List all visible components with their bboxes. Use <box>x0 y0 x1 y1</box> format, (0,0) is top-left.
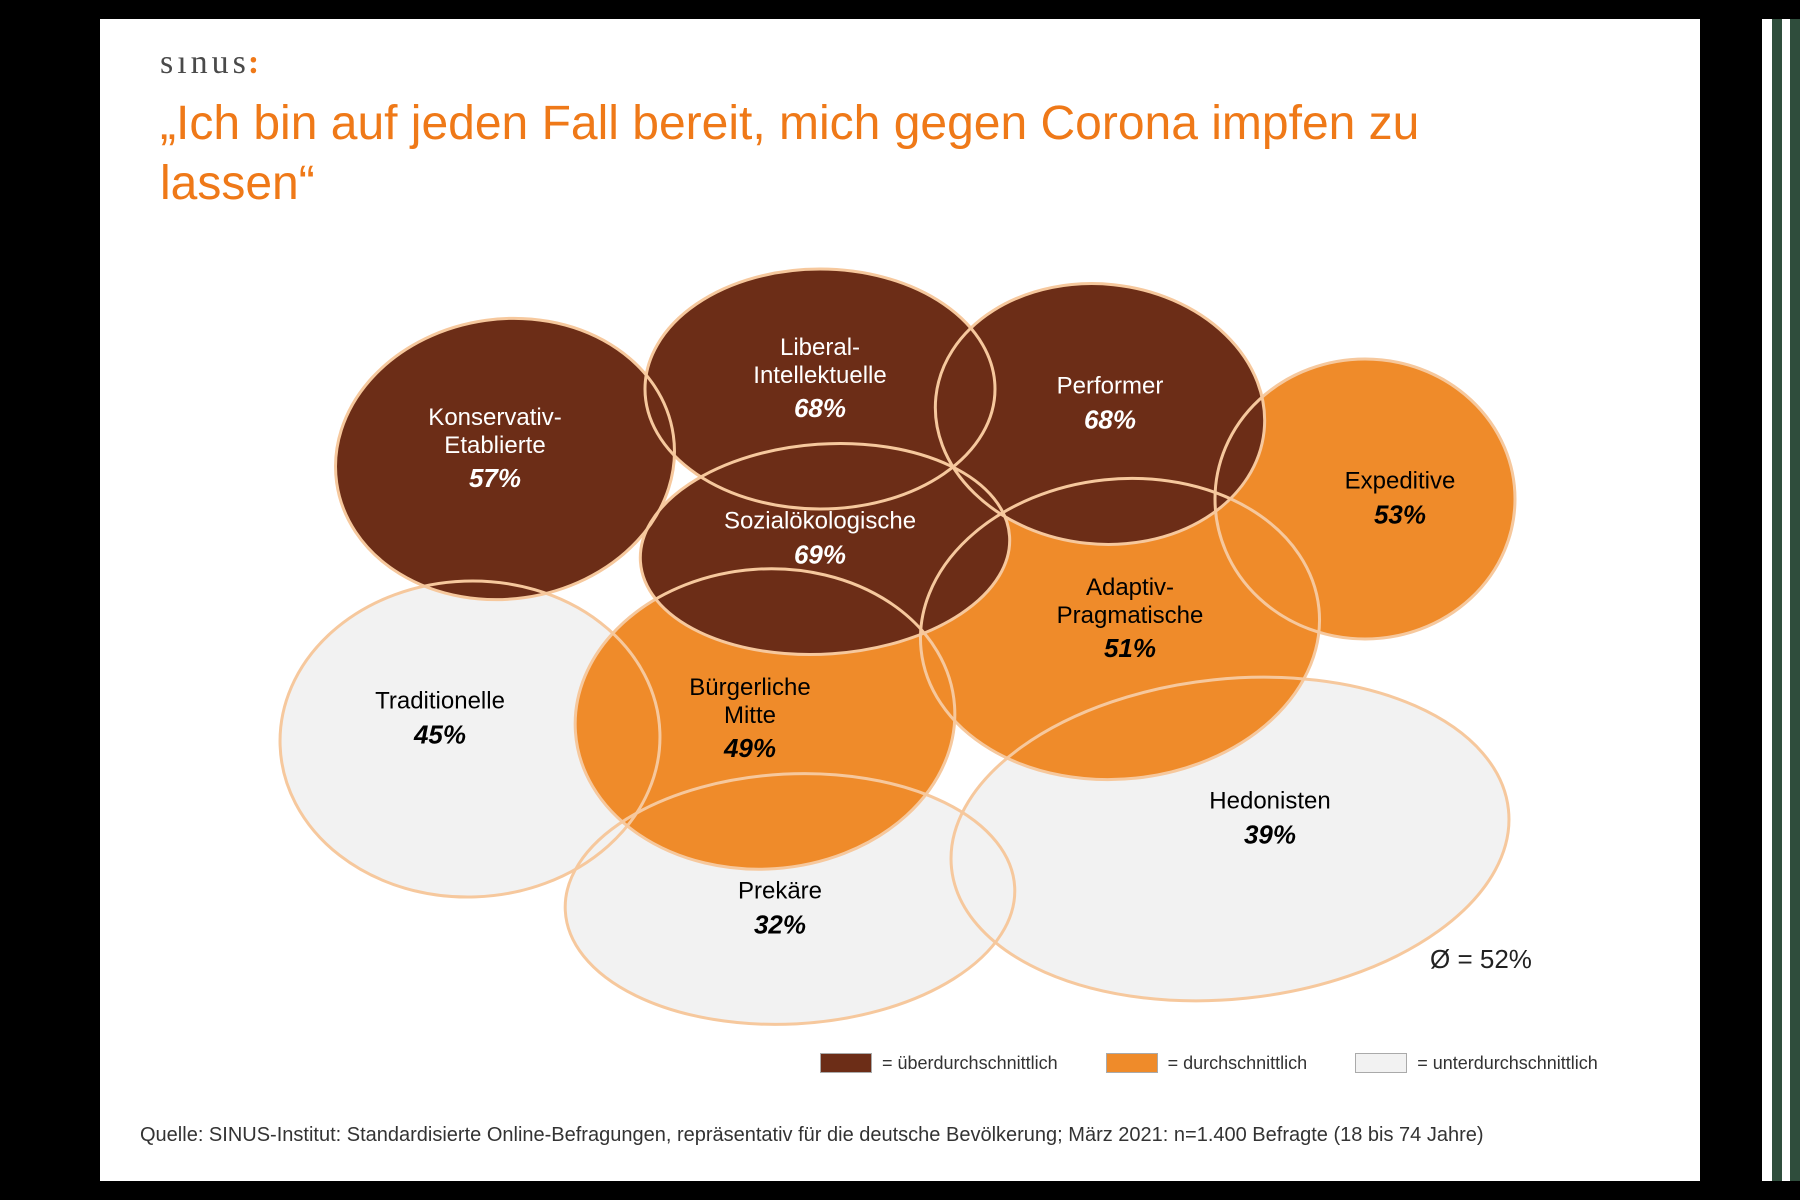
stripe-0 <box>1762 19 1772 1181</box>
legend-item-0: = überdurchschnittlich <box>820 1053 1058 1074</box>
stripe-2 <box>1782 19 1790 1181</box>
stripe-1 <box>1772 19 1782 1181</box>
legend-swatch <box>820 1053 872 1073</box>
legend: = überdurchschnittlich = durchschnittlich… <box>820 1047 1680 1079</box>
legend-item-2: = unterdurchschnittlich <box>1355 1053 1598 1074</box>
average-label: Ø = 52% <box>1430 944 1532 975</box>
legend-label: = überdurchschnittlich <box>882 1053 1058 1074</box>
legend-item-1: = durchschnittlich <box>1106 1053 1308 1074</box>
bubble-konservativ <box>317 297 693 622</box>
legend-swatch <box>1355 1053 1407 1073</box>
bubble-svg <box>100 19 1700 1181</box>
source-footnote: Quelle: SINUS-Institut: Standardisierte … <box>140 1124 1660 1147</box>
milieu-diagram: Konservativ- Etablierte57%Liberal- Intel… <box>100 19 1700 1181</box>
legend-label: = durchschnittlich <box>1168 1053 1308 1074</box>
stripe-3 <box>1790 19 1800 1181</box>
legend-label: = unterdurchschnittlich <box>1417 1053 1598 1074</box>
right-border-stripes <box>1762 19 1800 1181</box>
slide-canvas: sınus: „Ich bin auf jeden Fall bereit, m… <box>100 19 1700 1181</box>
legend-swatch <box>1106 1053 1158 1073</box>
